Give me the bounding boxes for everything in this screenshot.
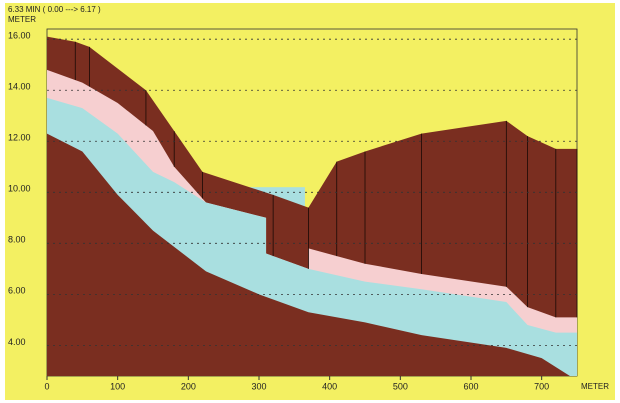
y-tick-label: 4.00 [8, 337, 26, 347]
chart: 6.33 MIN ( 0.00 ---> 6.17 ) METER 4.00 6.… [0, 0, 620, 403]
y-tick-label: 14.00 [8, 82, 31, 92]
page: 6.33 MIN ( 0.00 ---> 6.17 ) METER 4.00 6.… [0, 0, 620, 403]
x-tick-label: 700 [534, 381, 549, 391]
x-axis-label: METER [581, 382, 609, 391]
y-tick-label: 16.00 [8, 31, 31, 41]
y-tick-label: 10.00 [8, 184, 31, 194]
y-axis-label: METER [8, 15, 36, 24]
y-tick-label: 8.00 [8, 235, 26, 245]
x-tick-label: 600 [463, 381, 478, 391]
x-tick-label: 300 [251, 381, 266, 391]
x-tick-label: 100 [110, 381, 125, 391]
x-tick-label: 400 [322, 381, 337, 391]
x-tick-label: 500 [393, 381, 408, 391]
chart-title: 6.33 MIN ( 0.00 ---> 6.17 ) [8, 5, 101, 14]
y-tick-label: 6.00 [8, 286, 26, 296]
x-tick-label: 0 [44, 381, 49, 391]
x-tick-label: 200 [181, 381, 196, 391]
y-tick-label: 12.00 [8, 133, 31, 143]
